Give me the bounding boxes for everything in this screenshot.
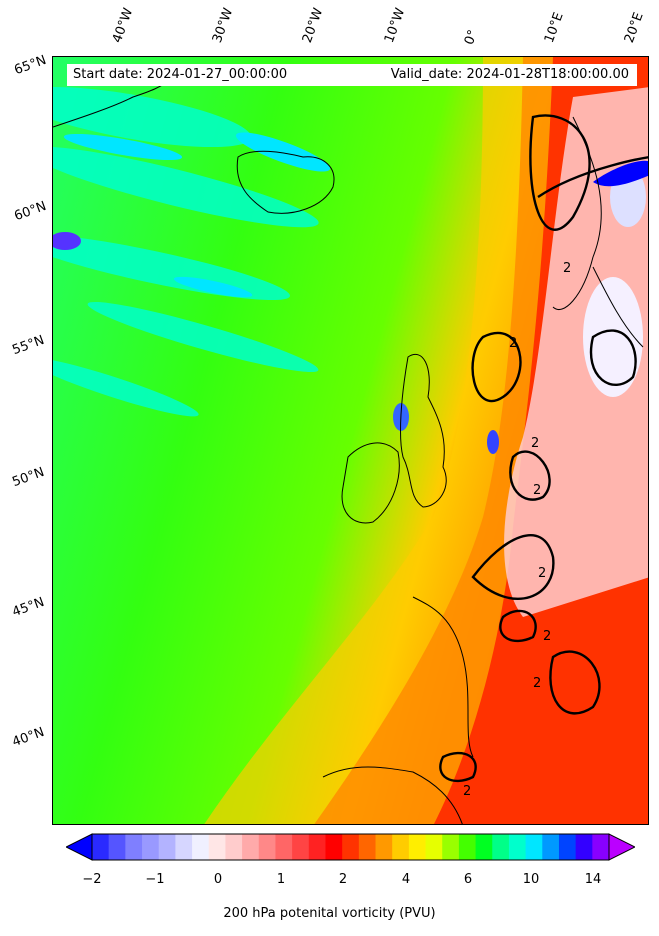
lat-label-60n: 60°N [12,198,49,225]
lon-label-0: 0° [461,27,482,47]
contour-label: 2 [531,436,539,451]
coastlines [53,76,644,824]
low-pv-band [204,57,648,824]
lat-label-55n: 55°N [10,332,47,359]
colorbar-bin [375,834,393,860]
contour-label: 2 [463,784,471,799]
colorbar-tick-0: 0 [213,872,223,887]
colorbar-tick-6: 6 [463,872,473,887]
lon-label-10w: 10°W [381,6,409,45]
colorbar-bin [292,834,310,860]
lat-label-40n: 40°N [10,724,47,751]
iceland-coast [236,150,335,214]
blue-pv-spot [53,232,81,250]
colorbar-bin [325,834,343,860]
pv-map: 2 2 2 2 2 2 2 2 [52,56,649,825]
contour-label: 2 [543,629,551,644]
lat-label-65n: 65°N [12,52,49,79]
colorbar-label: 200 hPa potenital vorticity (PVU) [223,906,436,921]
colorbar-bin [575,834,593,860]
colorbar-bin [258,834,276,860]
scandinavia-coast [592,266,644,348]
contour-label: 2 [533,483,541,498]
colorbar-bin [358,834,377,860]
contour-label: 2 [538,566,546,581]
colorbar-tick-m2: −2 [82,872,102,887]
contour-labels: 2 2 2 2 2 2 2 2 [463,261,571,799]
colorbar-bin [492,834,510,860]
high-pv-streaks [53,86,319,417]
colorbar-bin [108,834,126,860]
colorbar-bin [442,834,460,860]
france-coast [412,596,474,758]
colorbar [66,833,635,861]
colorbar-bin [275,834,293,860]
colorbar-bin [592,834,610,860]
lat-label-50n: 50°N [10,464,47,491]
colorbar-bin [342,834,360,860]
colorbar-bin [158,834,176,860]
colorbar-bin [542,834,560,860]
colorbar-tick-10: 10 [522,872,540,887]
pv-2-contours [439,114,648,783]
great-britain-coast [400,354,447,508]
lon-label-10e: 10°E [541,10,567,46]
colorbar-bin [508,834,527,860]
colorbar-bin [225,834,243,860]
colorbar-bin [408,834,427,860]
iberia-coast [322,766,463,824]
colorbar-extend-min [66,833,93,861]
lon-label-40w: 40°W [109,6,137,45]
colorbar-bin [192,834,210,860]
valid-date: Valid_date: 2024-01-28T18:00:00.00 [390,67,629,82]
colorbar-bin [425,834,443,860]
colorbar-bin [242,834,260,860]
ireland-coast [341,442,400,524]
date-banner: Start date: 2024-01-27_00:00:00 Valid_da… [67,64,637,86]
colorbar-bin [458,834,477,860]
lon-label-20w: 20°W [299,6,327,45]
start-date: Start date: 2024-01-27_00:00:00 [73,67,288,82]
contour-label: 2 [533,676,541,691]
colorbar-tick-4: 4 [401,872,411,887]
lon-label-20e: 20°E [621,10,647,46]
colorbar-tick-m1: −1 [145,872,165,887]
colorbar-bin [208,834,226,860]
colorbar-bin [308,834,326,860]
colorbar-bin [558,834,577,860]
colorbar-bin [92,834,110,860]
colorbar-bin [142,834,160,860]
colorbar-bin [125,834,143,860]
very-high-pv-streaks [63,132,331,298]
colorbar-tick-14: 14 [584,872,602,887]
colorbar-bin [392,834,410,860]
lat-label-45n: 45°N [10,594,47,621]
colorbar-bin [175,834,193,860]
lon-label-30w: 30°W [209,6,237,45]
pv-field: 2 2 2 2 2 2 2 2 [53,57,648,824]
contour-label: 2 [509,336,517,351]
colorbar-tick-2: 2 [338,872,348,887]
contour-label: 2 [563,261,571,276]
colorbar-extend-max [608,833,635,861]
colorbar-bin [475,834,493,860]
colorbar-outline [91,833,610,861]
norway-coast [552,116,602,310]
colorbar-bin [525,834,543,860]
colorbar-tick-1: 1 [276,872,286,887]
